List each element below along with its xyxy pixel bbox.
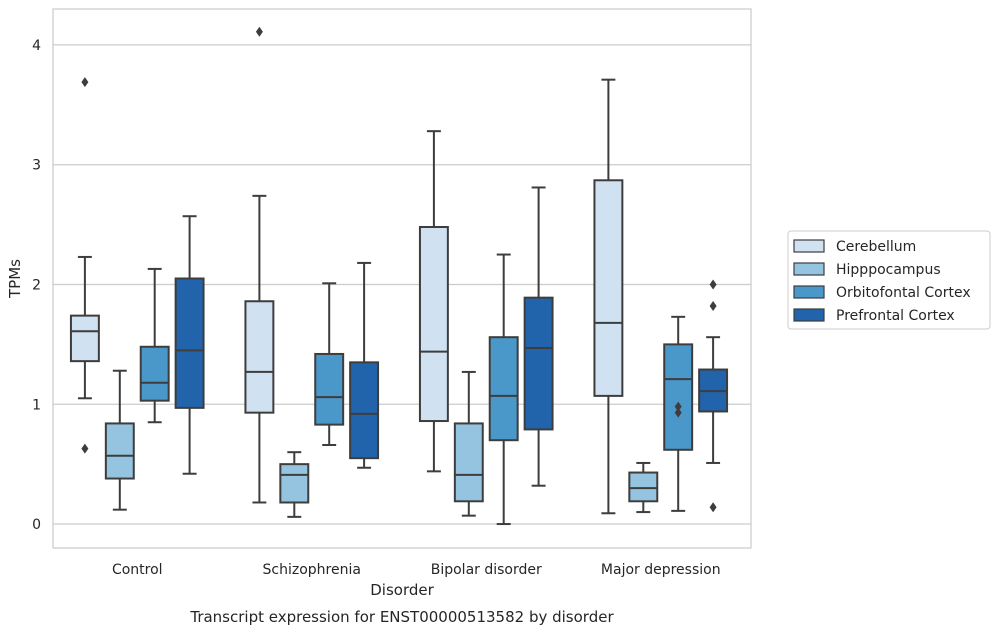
outlier-point xyxy=(709,502,717,513)
x-tick-label: Bipolar disorder xyxy=(431,562,542,578)
legend-label: Cerebellum xyxy=(836,239,916,255)
iqr-box xyxy=(523,296,554,431)
iqr-box xyxy=(104,422,135,480)
iqr-box xyxy=(453,422,484,503)
iqr-box xyxy=(244,300,275,414)
plot-frame xyxy=(52,8,752,549)
iqr-box xyxy=(174,277,205,409)
y-axis-label: TPMs xyxy=(6,259,24,299)
legend-item: Hipppocampus xyxy=(793,262,941,278)
x-tick-labels: Control Schizophrenia Bipolar disorder Majo… xyxy=(112,562,721,578)
legend-item: Cerebellum xyxy=(793,239,916,255)
iqr-box xyxy=(69,314,100,363)
x-tick-label: Control xyxy=(112,562,163,578)
legend-items: Cerebellum Hipppocampus Orbitofontal Corte… xyxy=(793,239,971,324)
box-orbitofontal-cortex xyxy=(488,253,519,526)
legend-swatch xyxy=(793,262,825,276)
x-tick-label: Schizophrenia xyxy=(263,562,361,578)
box-prefrontal-cortex xyxy=(349,261,380,469)
box-hipppocampus xyxy=(453,370,484,517)
y-tick-labels: 0 1 2 3 4 xyxy=(32,38,41,533)
legend-label: Hipppocampus xyxy=(836,262,941,278)
box-cerebellum xyxy=(244,26,275,504)
legend-item: Orbitofontal Cortex xyxy=(793,285,971,301)
outlier-point xyxy=(81,443,89,454)
box-orbitofontal-cortex xyxy=(314,282,345,446)
outlier-point xyxy=(674,407,682,418)
y-tick-label: 0 xyxy=(32,517,41,533)
legend-label: Prefrontal Cortex xyxy=(836,308,955,324)
box-hipppocampus xyxy=(104,369,135,511)
iqr-box xyxy=(488,336,519,442)
outlier-point xyxy=(709,301,717,312)
y-tick-label: 4 xyxy=(32,38,41,54)
legend-frame xyxy=(787,230,991,330)
outlier-point xyxy=(255,26,263,37)
legend-item: Prefrontal Cortex xyxy=(793,308,955,324)
outlier-point xyxy=(674,401,682,412)
chart-title: Transcript expression for ENST0000051358… xyxy=(189,608,614,626)
iqr-box xyxy=(349,361,380,460)
box-prefrontal-cortex xyxy=(174,215,205,475)
box-prefrontal-cortex xyxy=(698,279,729,513)
box-cerebellum xyxy=(593,78,624,515)
y-tick-label: 1 xyxy=(32,397,41,413)
box-hipppocampus xyxy=(279,451,310,518)
iqr-box xyxy=(314,352,345,426)
box-cerebellum xyxy=(69,77,100,454)
iqr-box xyxy=(279,463,310,504)
box-cerebellum xyxy=(418,130,449,473)
outlier-point xyxy=(81,77,89,88)
legend-swatch xyxy=(793,308,825,322)
iqr-box xyxy=(663,343,694,451)
legend-swatch xyxy=(793,239,825,253)
outlier-point xyxy=(709,279,717,290)
x-tick-label: Major depression xyxy=(601,562,721,578)
x-axis-label: Disorder xyxy=(370,581,434,599)
box-hipppocampus xyxy=(628,461,659,514)
box-orbitofontal-cortex xyxy=(139,267,170,424)
iqr-box xyxy=(139,345,170,402)
legend: Cerebellum Hipppocampus Orbitofontal Corte… xyxy=(787,230,991,330)
y-tick-label: 3 xyxy=(32,158,41,174)
legend-swatch xyxy=(793,285,825,299)
iqr-box xyxy=(593,179,624,397)
box-series xyxy=(69,26,729,526)
y-tick-label: 2 xyxy=(32,277,41,293)
legend-label: Orbitofontal Cortex xyxy=(836,285,971,301)
box-orbitofontal-cortex xyxy=(663,315,694,512)
box-prefrontal-cortex xyxy=(523,186,554,487)
grid-lines xyxy=(53,44,751,525)
iqr-box xyxy=(418,225,449,423)
iqr-box xyxy=(628,471,659,503)
